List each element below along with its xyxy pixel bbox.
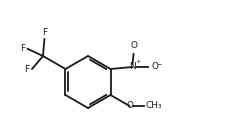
- Text: O: O: [126, 102, 133, 111]
- Text: CH₃: CH₃: [144, 102, 161, 111]
- Text: F: F: [20, 43, 25, 53]
- Text: +: +: [135, 59, 140, 64]
- Text: F: F: [24, 65, 29, 74]
- Text: O: O: [129, 42, 136, 51]
- Text: N: N: [128, 63, 135, 71]
- Text: F: F: [42, 28, 47, 37]
- Text: −: −: [156, 62, 161, 67]
- Text: O: O: [151, 63, 158, 71]
